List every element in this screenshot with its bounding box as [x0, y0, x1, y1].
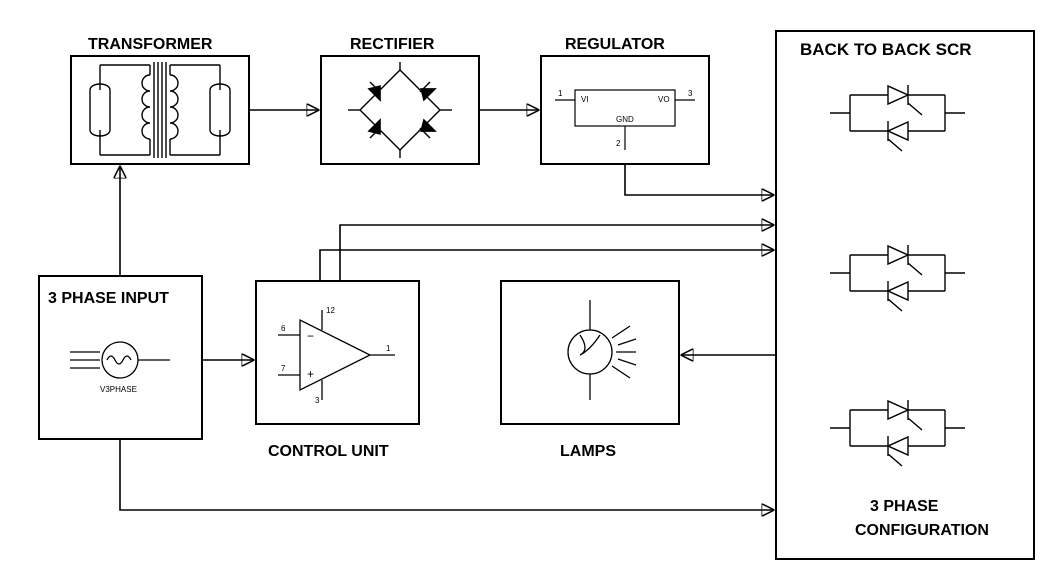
lamps-label: LAMPS [560, 443, 616, 461]
transformer-block [70, 55, 250, 165]
regulator-block [540, 55, 710, 165]
block-diagram: TRANSFORMER RECTIFIER REGULATOR BACK TO … [0, 0, 1060, 580]
input-label: 3 PHASE INPUT [48, 290, 169, 308]
scr-block [775, 30, 1035, 560]
control-label: CONTROL UNIT [268, 443, 389, 461]
scr-label: BACK TO BACK SCR [800, 40, 972, 60]
transformer-label: TRANSFORMER [88, 36, 212, 54]
config-label-1: 3 PHASE [870, 498, 938, 516]
lamps-block [500, 280, 680, 425]
rectifier-label: RECTIFIER [350, 36, 434, 54]
rectifier-block [320, 55, 480, 165]
control-block [255, 280, 420, 425]
config-label-2: CONFIGURATION [855, 522, 989, 540]
regulator-label: REGULATOR [565, 36, 665, 54]
